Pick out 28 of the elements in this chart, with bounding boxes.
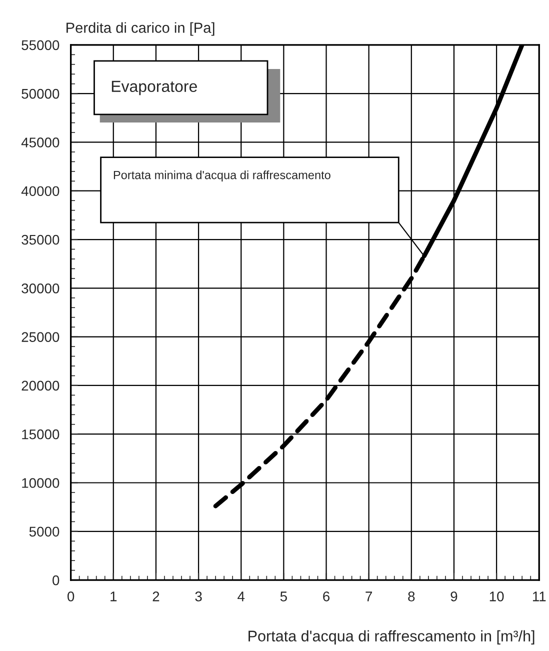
y-tick-label: 30000 [22, 283, 60, 294]
y-tick-label: 45000 [21, 138, 60, 148]
y-tick-label: 40000 [21, 186, 60, 196]
x-tick-label: 6 [323, 592, 330, 602]
y-tick-label: 50000 [22, 88, 60, 99]
x-tick-label: 7 [366, 592, 372, 602]
y-tick-label: 0 [52, 575, 60, 586]
text: Evaporatore [112, 80, 197, 96]
x-tick-label: 3 [195, 592, 202, 602]
x-tick-label: 5 [280, 592, 287, 602]
x-tick-label: 1 [110, 592, 117, 602]
y-tick-label: 35000 [22, 234, 60, 245]
y-tick-label: 5000 [29, 526, 60, 537]
y-tick-label: 20000 [22, 380, 60, 391]
x-tick-label: 0 [68, 592, 74, 602]
x-tick-label: 9 [450, 592, 458, 602]
x-tick-label: 10 [490, 592, 504, 602]
y-tick-label: 10000 [22, 478, 60, 488]
y-tick-label: 25000 [22, 332, 60, 342]
annotation: Portata minima d'acqua di raffrescamento [114, 170, 330, 182]
x-tick-label: 4 [238, 592, 245, 602]
x-tick-label: 11 [532, 592, 546, 602]
y-tick-label: 55000 [22, 40, 60, 50]
x-axis-title: Portata d'acqua di raffrescamento in [m³/h] [248, 630, 534, 644]
x-tick-label: 2 [152, 592, 160, 602]
y-axis-title: Perdita di carico in [Pa] [66, 22, 214, 36]
y-tick-label: 15000 [22, 429, 60, 440]
x-tick-label: 8 [408, 592, 415, 602]
